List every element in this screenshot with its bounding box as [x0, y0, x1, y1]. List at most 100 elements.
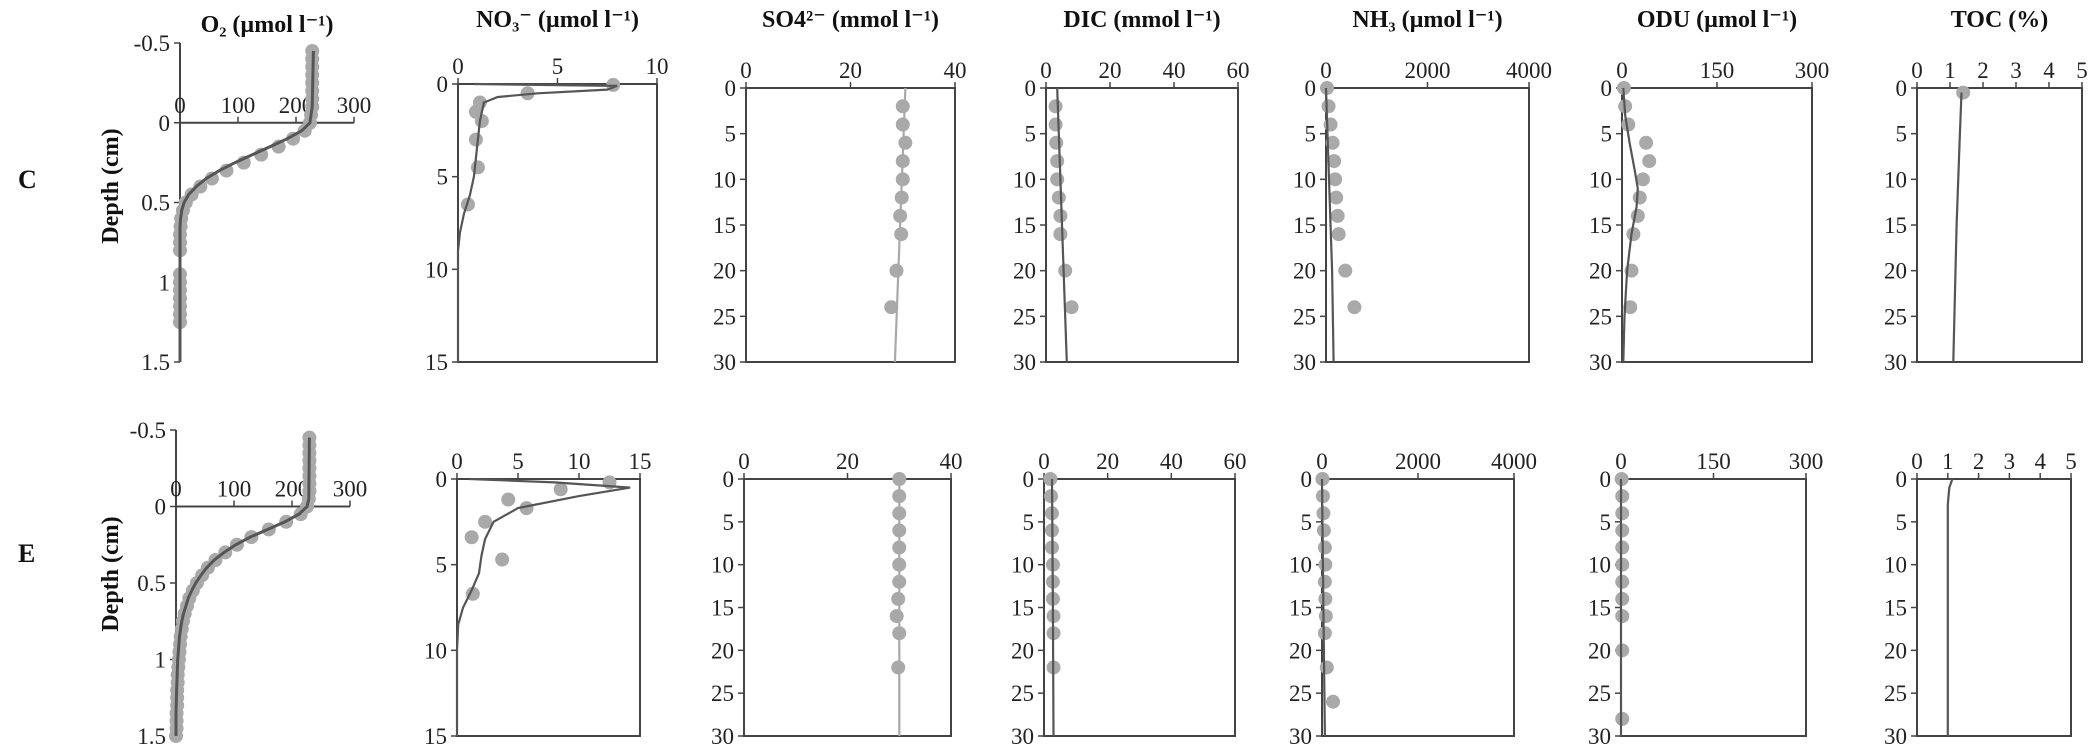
- x-tick-label: 150: [1696, 449, 1731, 474]
- x-tick-label: 300: [333, 477, 368, 502]
- y-tick-label: 20: [713, 259, 736, 284]
- data-point: [1318, 591, 1333, 606]
- data-point: [1621, 117, 1636, 132]
- y-tick-label: 30: [1293, 350, 1316, 375]
- data-point: [468, 132, 483, 147]
- plot-frame: [1620, 478, 1807, 737]
- y-tick-label: 20: [1293, 259, 1316, 284]
- data-point: [1635, 172, 1650, 187]
- data-point: [1051, 190, 1066, 205]
- data-point: [1347, 300, 1362, 315]
- y-tick-label: 15: [1589, 213, 1612, 238]
- data-point: [464, 530, 479, 545]
- panel-1: 0 5 10 0 5 10 15 NO₃⁻ (µmol l⁻¹): [425, 7, 669, 375]
- fit-line: [174, 437, 311, 736]
- data-point: [1317, 574, 1332, 589]
- data-point: [1048, 99, 1063, 114]
- x-tick-label: 4000: [1506, 58, 1552, 83]
- y-tick-label: 30: [711, 724, 734, 749]
- panel-3: 0 20 40 60 0 5 10 15 20 25 30 DIC (mmol l⁻¹): [1013, 7, 1250, 375]
- x-tick-label: 100: [217, 477, 252, 502]
- data-point: [894, 227, 909, 242]
- x-tick-label: 3: [2004, 449, 2016, 474]
- panel-title: NH₃ (µmol l⁻¹): [1352, 7, 1502, 33]
- data-point: [1615, 711, 1630, 726]
- y-tick-label: -0.5: [134, 31, 170, 56]
- y-tick-label: 0: [1023, 467, 1035, 492]
- x-tick-label: 20: [839, 58, 862, 83]
- y-tick-label: 10: [424, 638, 447, 663]
- y-tick-label: 5: [1301, 510, 1313, 535]
- fit-line: [1946, 478, 1954, 736]
- plot-frame: [743, 478, 952, 737]
- x-tick-label: 0: [174, 93, 186, 118]
- y-tick-label: 0.5: [141, 191, 170, 216]
- x-tick-label: 60: [1224, 449, 1247, 474]
- data-point: [1331, 227, 1346, 242]
- panel-9: 0 20 40 0 5 10 15 20 25 30: [711, 449, 963, 749]
- x-tick-label: 2000: [1395, 449, 1441, 474]
- y-tick-label: 30: [1289, 724, 1312, 749]
- y-tick-label: 5: [1896, 122, 1908, 147]
- y-tick-label: 5: [437, 165, 449, 190]
- x-tick-label: 10: [646, 54, 669, 79]
- fit-line: [1320, 478, 1326, 737]
- y-tick-label: 25: [711, 681, 734, 706]
- x-tick-label: 2: [1973, 449, 1985, 474]
- row-label-c: C: [18, 165, 37, 194]
- data-point: [1319, 660, 1334, 675]
- y-tick-label: 15: [425, 350, 448, 375]
- data-point: [470, 160, 485, 175]
- plot-frame: [1325, 87, 1530, 363]
- y-tick-label: 15: [1013, 213, 1036, 238]
- y-tick-label: 5: [725, 122, 737, 147]
- x-tick-label: 300: [1789, 449, 1824, 474]
- data-point: [1626, 227, 1641, 242]
- data-point: [895, 117, 910, 132]
- plot-frame: [456, 478, 641, 737]
- data-point: [1317, 540, 1332, 555]
- y-tick-label: 10: [425, 257, 448, 282]
- x-tick-label: 2: [1977, 58, 1989, 83]
- x-tick-label: 40: [940, 449, 963, 474]
- data-point: [1329, 190, 1344, 205]
- x-tick-label: 15: [629, 449, 652, 474]
- x-tick-label: 5: [552, 54, 564, 79]
- y-tick-label: 0: [1601, 76, 1613, 101]
- x-tick-label: 0: [738, 449, 750, 474]
- x-tick-label: 0: [740, 58, 752, 83]
- x-tick-label: 20: [1096, 449, 1119, 474]
- data-point: [1323, 117, 1338, 132]
- data-point: [1316, 523, 1331, 538]
- panel-0: 0 100 200 300-0.500.511.5O₂ (µmol l⁻¹): [134, 12, 372, 375]
- y-tick-label: 15: [1011, 596, 1034, 621]
- panel-title: NO₃⁻ (µmol l⁻¹): [476, 7, 639, 33]
- data-point: [1615, 591, 1630, 606]
- y-tick-label: 30: [1884, 350, 1907, 375]
- data-point: [1318, 557, 1333, 572]
- data-point: [204, 171, 219, 186]
- y-tick-label: 0.5: [137, 571, 166, 596]
- data-point: [1615, 489, 1630, 504]
- y-tick-label: 10: [1289, 553, 1312, 578]
- data-point: [1058, 263, 1073, 278]
- x-tick-label: 3: [2010, 58, 2022, 83]
- y-tick-label: 10: [1011, 553, 1034, 578]
- y-tick-label: 5: [1601, 122, 1613, 147]
- fit-line: [1952, 92, 1963, 363]
- panel-11: 0 2000 4000 0 5 10 15 20 25 30: [1289, 449, 1537, 749]
- plot-frame: [1043, 478, 1236, 737]
- y-tick-label: 25: [1884, 304, 1907, 329]
- x-tick-label: 4: [2034, 449, 2046, 474]
- plot-frame: [1321, 478, 1515, 737]
- x-tick-label: 0: [1040, 58, 1052, 83]
- y-tick-label: 25: [1588, 681, 1611, 706]
- data-point: [1328, 172, 1343, 187]
- y-tick-label: 25: [1884, 681, 1907, 706]
- y-tick-label: 30: [1013, 350, 1036, 375]
- data-point: [1053, 208, 1068, 223]
- data-point: [1317, 626, 1332, 641]
- y-tick-label: 20: [1588, 638, 1611, 663]
- x-tick-label: 0: [451, 449, 463, 474]
